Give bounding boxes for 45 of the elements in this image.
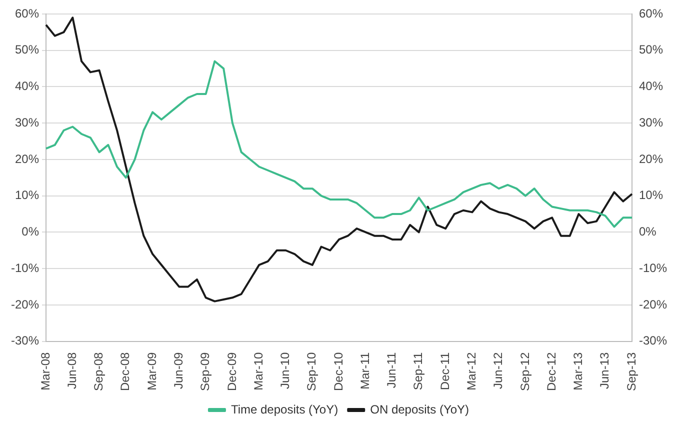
y-tick-label: 30% (14, 115, 40, 130)
y2-tick-label: 60% (638, 6, 664, 20)
y2-tick-label: 10% (638, 188, 664, 202)
y-tick-label: -20% (11, 297, 40, 312)
x-tick-label: Sep-13 (624, 352, 638, 392)
x-tick-label: Mar-12 (464, 352, 478, 390)
y-tick-label: 50% (14, 42, 40, 57)
y-tick-label: 60% (14, 6, 40, 20)
y2-tick-label: 30% (638, 115, 664, 130)
x-tick-label: Jun-10 (278, 352, 292, 390)
y2-tick-label: 0% (638, 224, 657, 239)
x-tick-label: Sep-09 (198, 352, 212, 392)
legend-label: ON deposits (YoY) (370, 402, 470, 416)
y-tick-label: 0% (22, 224, 40, 239)
y2-tick-label: 40% (638, 79, 664, 94)
x-tick-label: Mar-09 (144, 352, 159, 390)
x-tick-label: Dec-08 (118, 352, 132, 391)
y-tick-label: 10% (14, 188, 40, 202)
y-tick-label: -30% (11, 334, 40, 348)
x-tick-label: Mar-08 (38, 352, 52, 390)
y2-tick-label: 20% (638, 152, 664, 166)
legend-label: Time deposits (YoY) (230, 402, 338, 416)
x-tick-label: Jun-11 (384, 352, 399, 388)
x-tick-label: Jun-08 (64, 352, 79, 390)
x-tick-label: Jun-12 (491, 352, 506, 390)
x-tick-label: Mar-13 (571, 352, 586, 390)
y2-tick-label: -10% (638, 260, 668, 275)
y-tick-label: -10% (11, 260, 40, 275)
x-tick-label: Jun-09 (172, 352, 186, 390)
x-tick-label: Mar-10 (251, 352, 266, 390)
x-tick-label: Jun-13 (598, 352, 612, 390)
x-tick-label: Sep-11 (411, 352, 426, 390)
x-tick-label: Sep-12 (518, 352, 532, 392)
y2-tick-label: -30% (638, 334, 668, 348)
x-tick-label: Dec-10 (331, 352, 346, 391)
x-tick-label: Dec-09 (224, 352, 239, 391)
y2-tick-label: -20% (638, 297, 668, 312)
x-tick-label: Sep-08 (92, 352, 106, 392)
y-tick-label: 40% (14, 79, 40, 94)
x-tick-label: Dec-12 (544, 352, 558, 391)
y2-tick-label: 50% (638, 42, 664, 57)
x-tick-label: Mar-11 (358, 352, 372, 390)
x-tick-label: Sep-10 (304, 352, 319, 392)
y-tick-label: 20% (14, 152, 40, 166)
x-tick-label: Dec-11 (438, 352, 452, 390)
